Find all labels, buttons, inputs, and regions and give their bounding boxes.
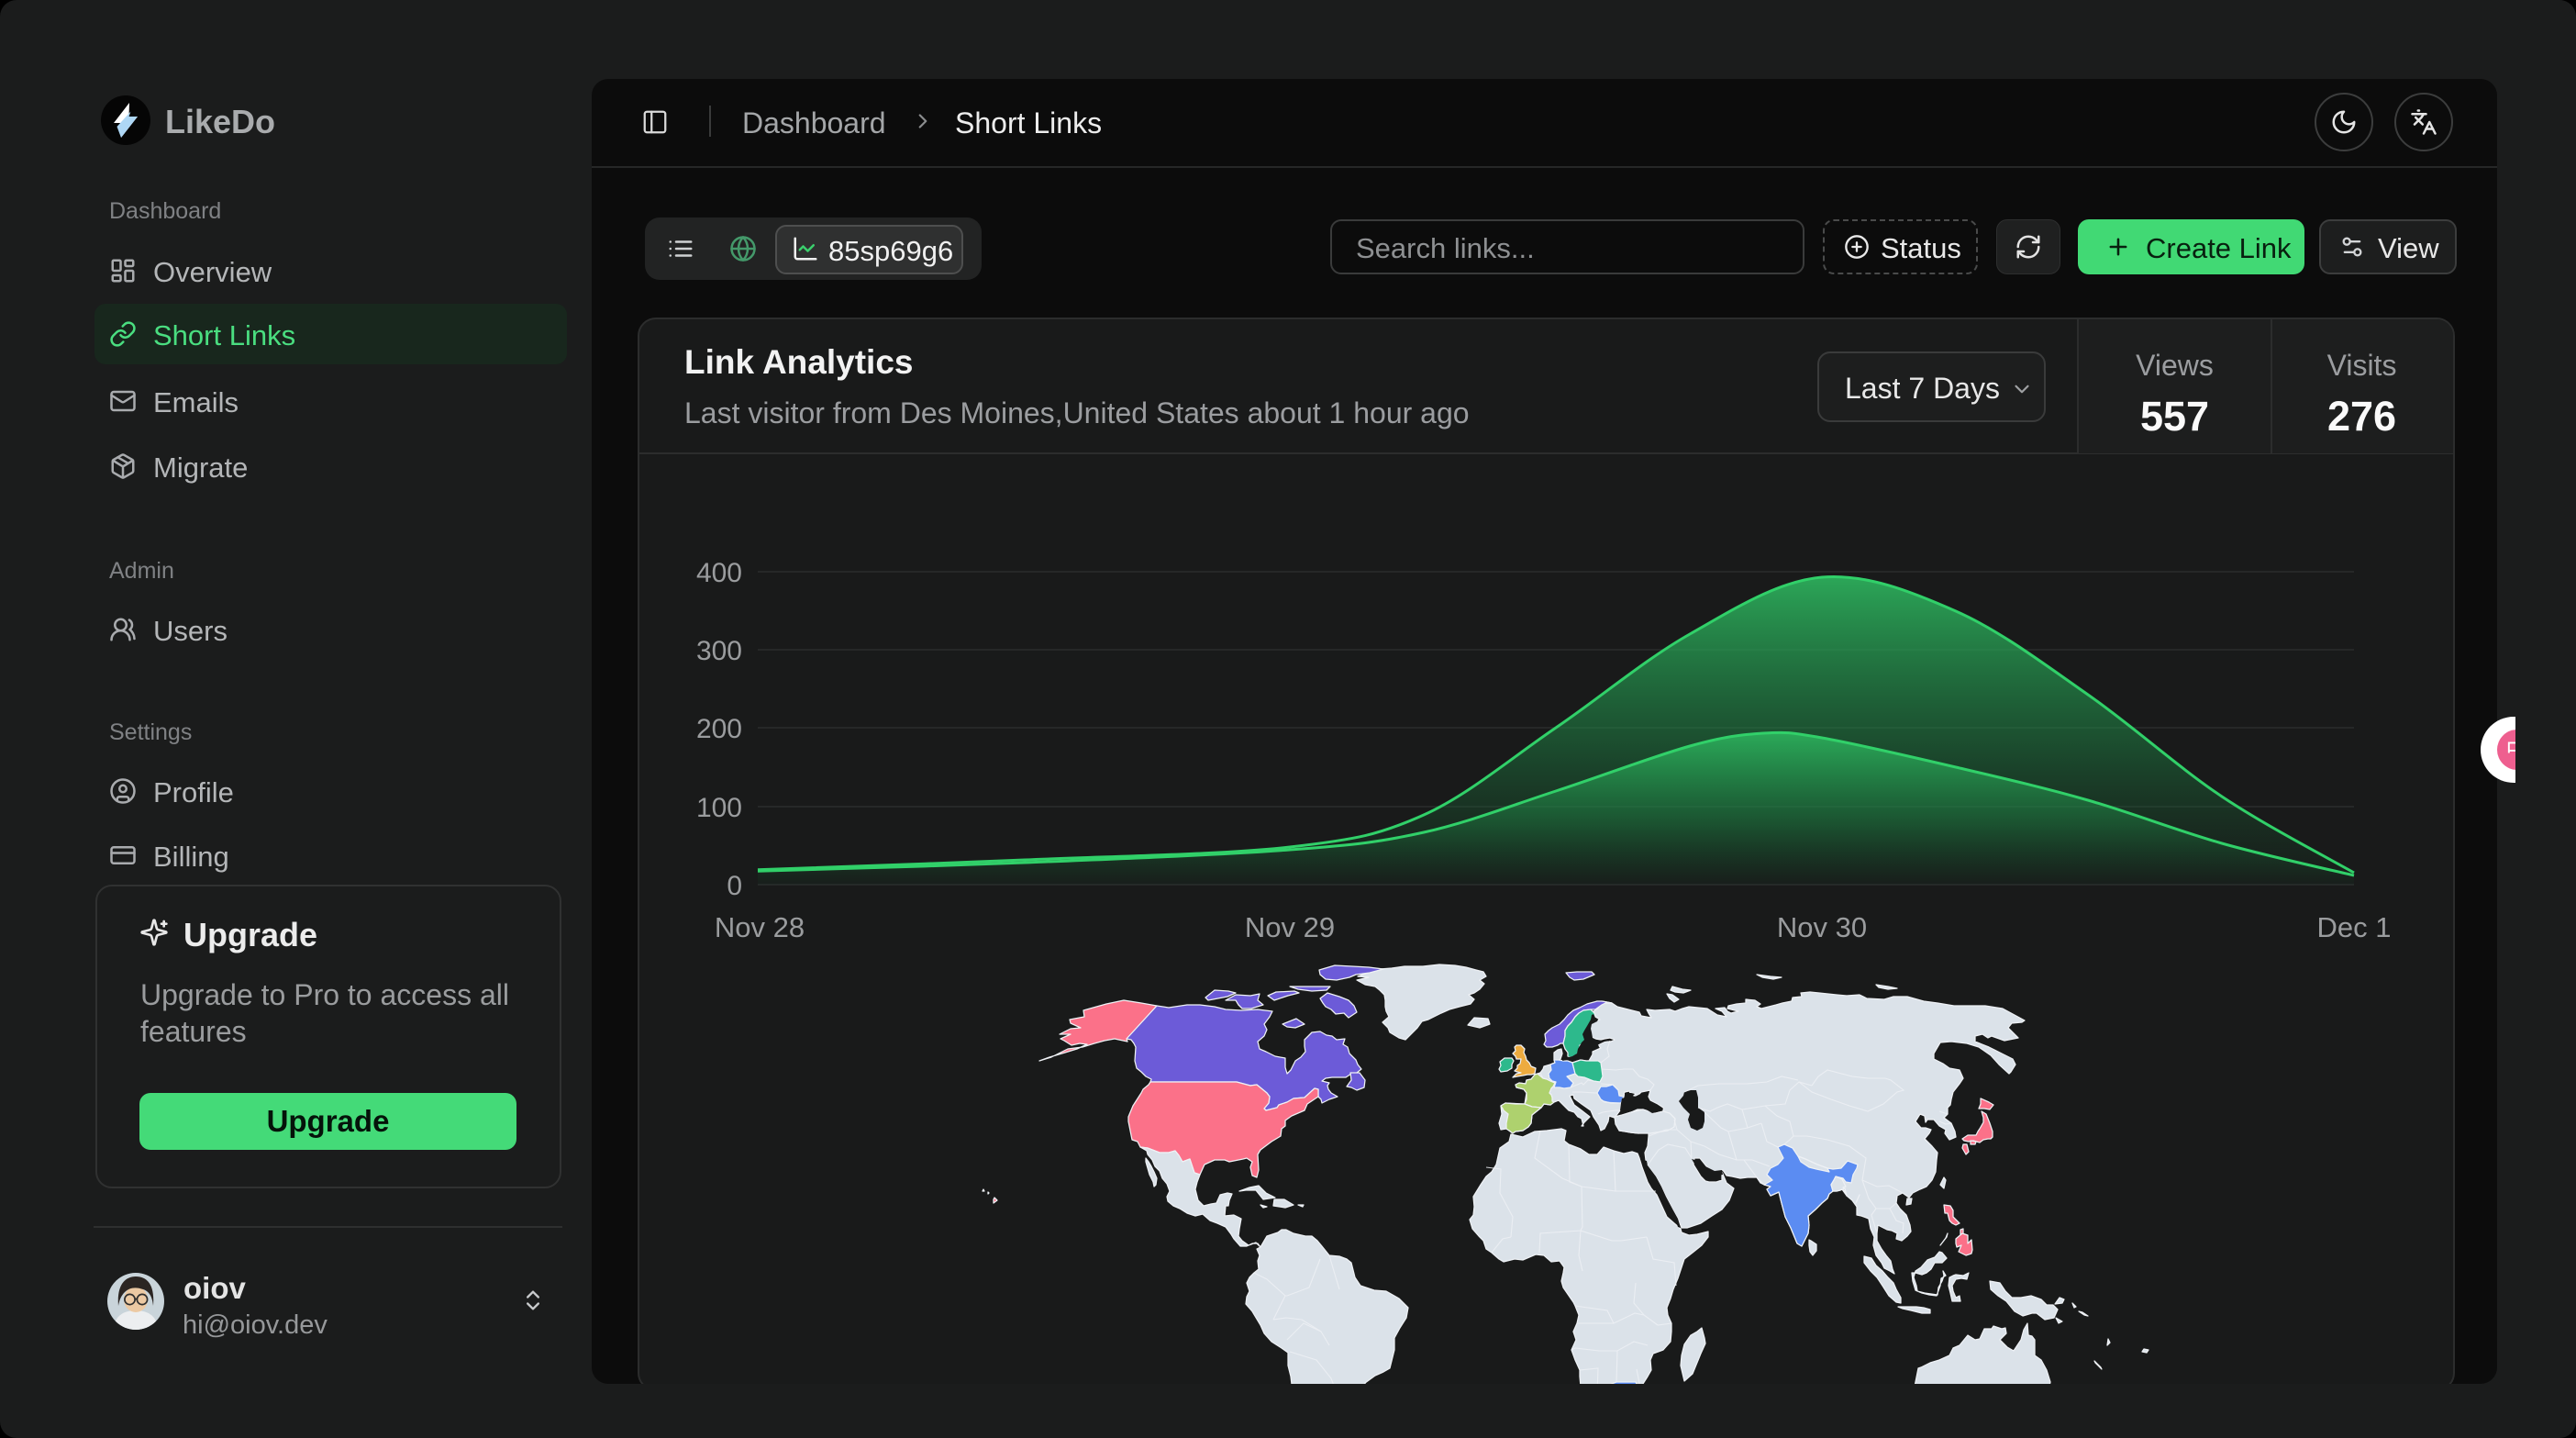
svg-text:Dec 1: Dec 1 bbox=[2317, 911, 2392, 943]
svg-text:Nov 29: Nov 29 bbox=[1245, 911, 1335, 943]
svg-text:400: 400 bbox=[696, 558, 742, 588]
svg-text:300: 300 bbox=[696, 636, 742, 666]
svg-text:Nov 30: Nov 30 bbox=[1777, 911, 1867, 943]
svg-text:200: 200 bbox=[696, 714, 742, 744]
svg-text:Nov 28: Nov 28 bbox=[715, 911, 805, 943]
svg-text:0: 0 bbox=[727, 871, 742, 901]
svg-text:100: 100 bbox=[696, 793, 742, 823]
